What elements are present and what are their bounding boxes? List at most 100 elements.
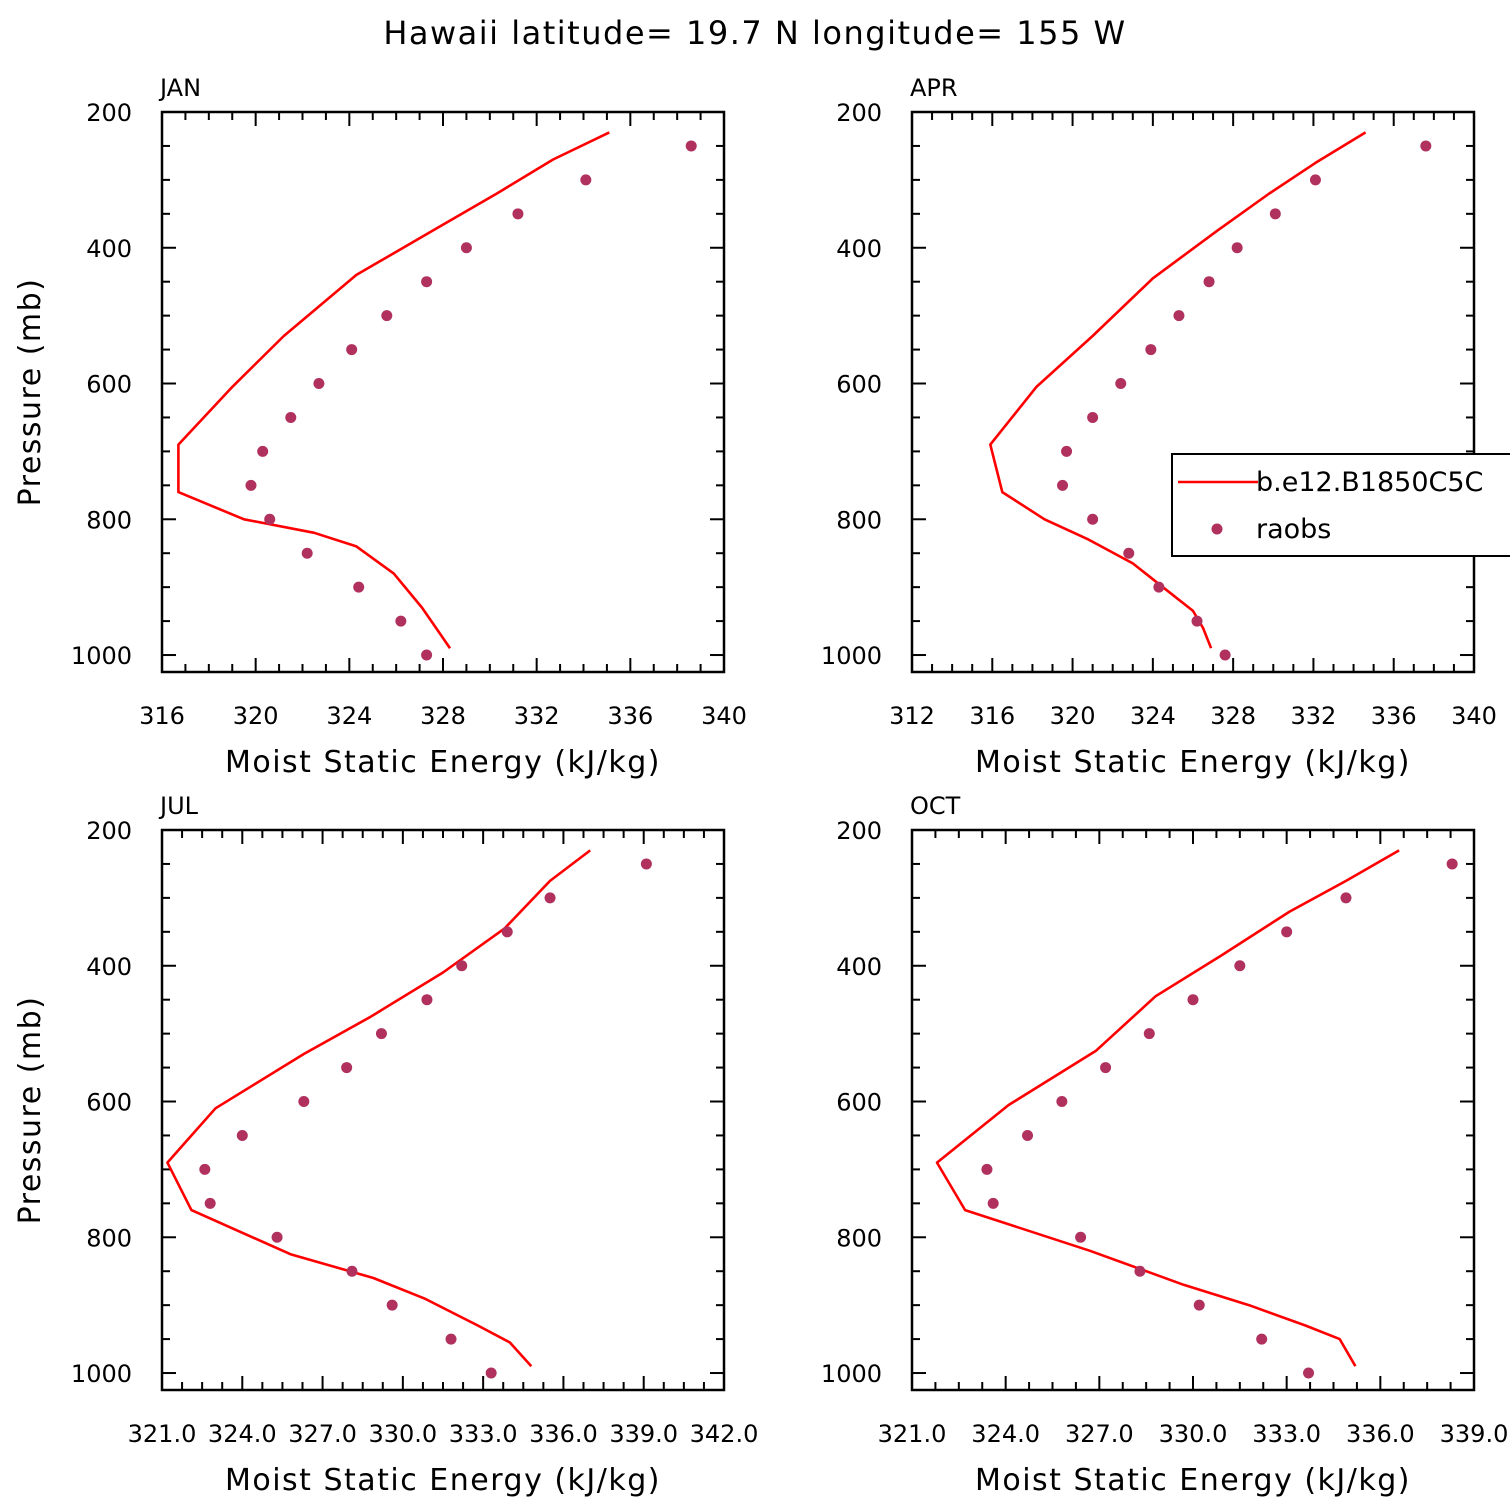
model-series-line [935,849,1400,1367]
raobs-point [264,513,276,525]
plot-frame [910,828,1476,1392]
raobs-point [501,926,513,938]
legend-marker-swatch [1211,523,1223,535]
x-tick-label: 333.0 [1252,1420,1321,1448]
raobs-point [1087,411,1099,423]
raobs-point [512,208,524,220]
y-tick-label: 400 [836,235,882,263]
raobs-point [1231,242,1243,254]
raobs-point [236,1129,248,1141]
raobs-point [1269,208,1281,220]
raobs-point [1256,1333,1268,1345]
y-axis-label: Pressure (mb) [13,278,48,507]
x-tick-label: 328 [1210,702,1256,730]
raobs-point [353,581,365,593]
y-tick-label: 200 [86,99,132,127]
raobs-point [1075,1231,1087,1243]
raobs-point [1446,858,1458,870]
raobs-point [375,1028,387,1040]
raobs-point [199,1163,211,1175]
raobs-point [421,649,433,661]
raobs-point [285,411,297,423]
raobs-point [1420,140,1432,152]
x-tick-label: 332 [514,702,560,730]
raobs-point [1191,615,1203,627]
raobs-point [1193,1299,1205,1311]
x-tick-label: 332 [1291,702,1337,730]
y-tick-label: 600 [86,371,132,399]
panel-label: JAN [158,74,201,102]
panel-apr: 312 316 320 324 328 332 336 340 200 400 600 800 1000… [821,74,1497,780]
legend: b.e12.B1850C5C raobs [1171,453,1510,557]
x-axis-label: Moist Static Energy (kJ/kg) [225,1463,661,1498]
y-tick-label: 1000 [821,1360,882,1388]
y-tick-label: 800 [86,1224,132,1252]
x-axis-label: Moist Static Energy (kJ/kg) [975,745,1411,780]
raobs-point [1056,1096,1068,1108]
y-tick-label: 200 [836,817,882,845]
x-axis-label: Moist Static Energy (kJ/kg) [225,745,661,780]
x-tick-label: 321.0 [878,1420,947,1448]
x-tick-label: 340 [701,702,747,730]
raobs-point [257,445,269,457]
raobs-point [580,174,592,186]
x-tick-label: 340 [1451,702,1497,730]
y-tick-label: 800 [836,506,882,534]
x-tick-label: 324.0 [208,1420,277,1448]
raobs-point [640,858,652,870]
raobs-point [341,1062,353,1074]
raobs-point [1123,547,1135,559]
raobs-point [1173,310,1185,322]
y-tick-label: 1000 [821,642,882,670]
plot-frame [910,110,1476,674]
plot-frame [160,828,726,1392]
raobs-point [1115,378,1127,390]
raobs-point [1303,1367,1315,1379]
raobs-point [456,960,468,972]
x-tick-label: 333.0 [449,1420,518,1448]
model-series-line [166,849,591,1368]
legend-model-label: b.e12.B1850C5C [1256,467,1483,498]
y-tick-label: 600 [86,1089,132,1117]
raobs-point [987,1197,999,1209]
raobs-point [685,140,697,152]
y-tick-label: 400 [86,953,132,981]
x-tick-label: 324.0 [971,1420,1040,1448]
y-tick-label: 600 [836,1089,882,1117]
raobs-point [1281,926,1293,938]
raobs-point [1203,276,1215,288]
panels-group: 316 320 324 328 332 336 340 200 400 600 800 1000 JAN… [13,74,1510,1498]
raobs-point [271,1231,283,1243]
x-tick-label: 324 [1130,702,1176,730]
raobs-point [1145,344,1157,356]
panel-label: JUL [158,792,199,820]
chart-title: Hawaii latitude= 19.7 N longitude= 155 W [383,14,1126,52]
x-tick-label: 316 [969,702,1015,730]
raobs-point [485,1367,497,1379]
panel-jul: 321.0 324.0 327.0 330.0 333.0 336.0 339.0 342.0… [13,792,758,1498]
x-tick-label: 320 [233,702,279,730]
panel-jan: 316 320 324 328 332 336 340 200 400 600 800 1000 JAN… [13,74,747,780]
y-tick-label: 400 [836,953,882,981]
x-tick-label: 316 [139,702,185,730]
plot-frame [160,110,726,674]
x-tick-label: 324 [326,702,372,730]
raobs-point [245,479,257,491]
y-tick-label: 1000 [71,642,132,670]
raobs-point [445,1333,457,1345]
raobs-point [1100,1062,1112,1074]
raobs-point [204,1197,216,1209]
x-tick-label: 336.0 [1346,1420,1415,1448]
x-tick-label: 339.0 [609,1420,678,1448]
raobs-point [313,378,325,390]
y-tick-label: 400 [86,235,132,263]
x-tick-label: 342.0 [690,1420,759,1448]
x-tick-label: 328 [420,702,466,730]
y-tick-label: 200 [836,99,882,127]
raobs-point [386,1299,398,1311]
raobs-point [1061,445,1073,457]
panel-label: OCT [910,792,961,820]
raobs-point [1340,892,1352,904]
